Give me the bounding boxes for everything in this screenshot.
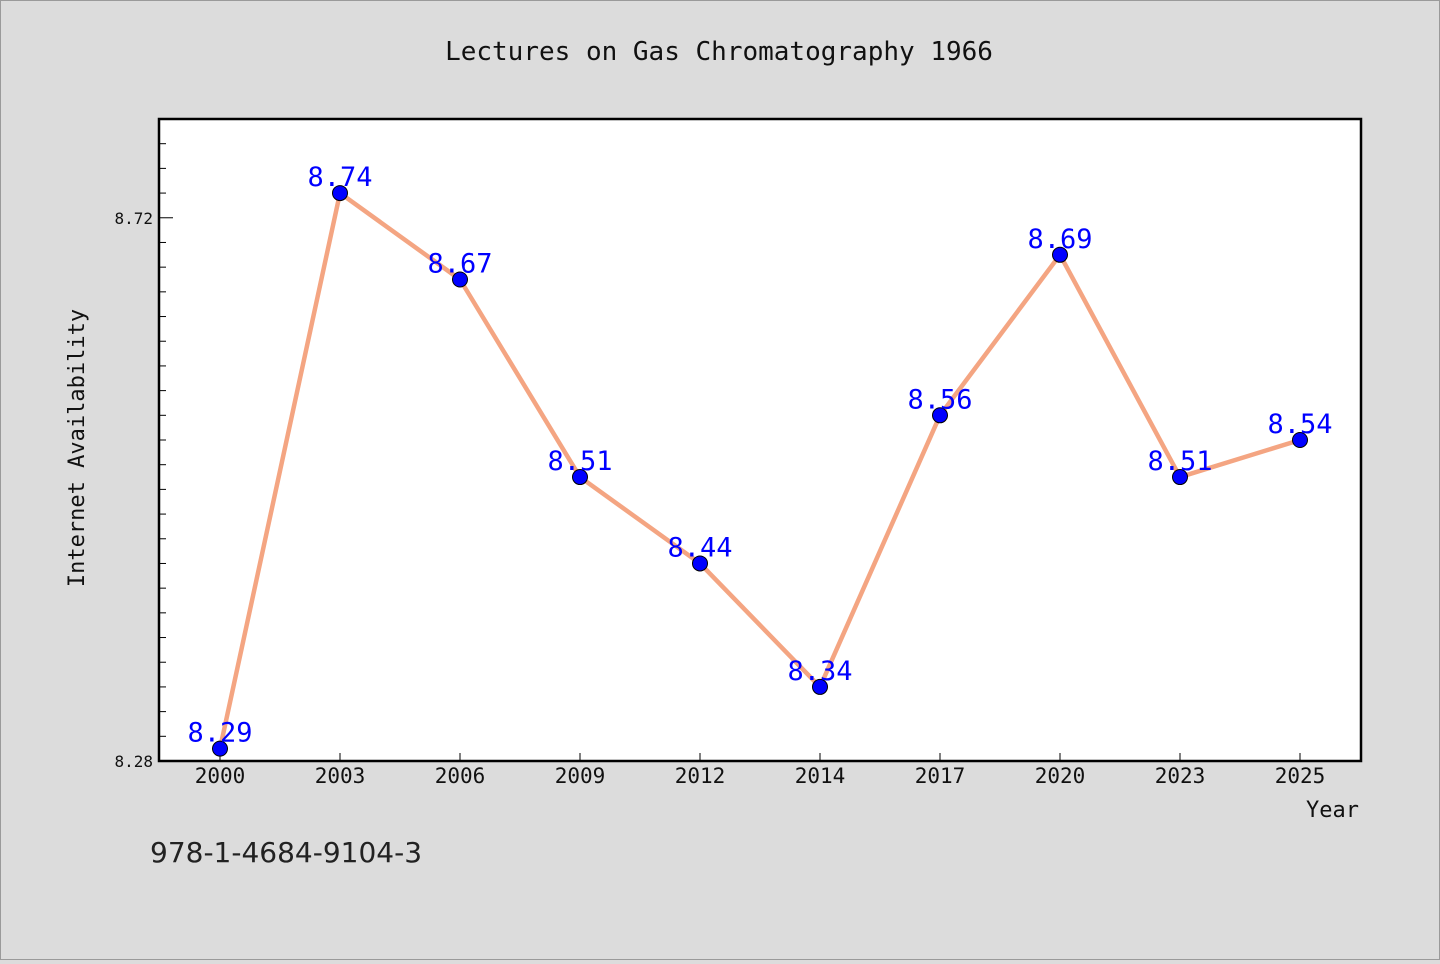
- x-tick-marks: [219, 753, 1301, 761]
- data-label: 8.29: [187, 718, 252, 749]
- x-tick-labels: 2000 2003 2006 2009 2012 2014 2017 2020 2023 2025: [195, 764, 1326, 788]
- data-point: [932, 407, 948, 424]
- data-label: 8.34: [787, 656, 852, 687]
- data-label: 8.67: [427, 249, 492, 280]
- y-tick-labels: 8.72 8.28: [114, 209, 153, 771]
- data-label: 8.69: [1027, 224, 1092, 255]
- x-axis-label: Year: [1306, 798, 1359, 823]
- data-point: [692, 555, 708, 572]
- data-label: 8.51: [547, 446, 612, 477]
- data-point: [212, 740, 228, 757]
- data-point: [452, 271, 468, 288]
- x-tick-label: 2023: [1155, 764, 1206, 788]
- x-tick-label: 2017: [915, 764, 966, 788]
- data-label: 8.51: [1147, 446, 1212, 477]
- x-tick-label: 2000: [195, 764, 246, 788]
- data-point: [572, 469, 588, 486]
- data-label: 8.54: [1267, 409, 1332, 440]
- y-axis-label: Internet Availability: [65, 309, 90, 587]
- series-line: [217, 190, 1303, 751]
- data-point: [1052, 246, 1068, 263]
- data-point: [812, 678, 828, 695]
- y-tick-label: 8.72: [114, 209, 153, 228]
- data-point: [1172, 469, 1188, 486]
- x-tick-label: 2020: [1035, 764, 1086, 788]
- x-tick-label: 2025: [1275, 764, 1326, 788]
- data-point: [332, 185, 348, 202]
- x-tick-label: 2012: [675, 764, 726, 788]
- plot-area: [157, 117, 1363, 763]
- series-markers: [212, 185, 1308, 757]
- y-minor-ticks: [159, 118, 173, 762]
- x-tick-label: 2003: [315, 764, 366, 788]
- chart-title: Lectures on Gas Chromatography 1966: [445, 37, 993, 67]
- x-tick-label: 2009: [555, 764, 606, 788]
- data-point: [1292, 432, 1308, 448]
- data-label: 8.74: [307, 162, 372, 193]
- series-polyline: [217, 190, 1303, 751]
- y-tick-label: 8.28: [114, 752, 153, 771]
- data-labels: 8.29 8.74 8.67 8.51 8.44 8.34 8.56 8.69 8.51 8.54: [187, 162, 1332, 749]
- data-label: 8.56: [907, 384, 972, 415]
- x-tick-label: 2014: [795, 764, 846, 788]
- isbn-footer: 978-1-4684-9104-3: [150, 836, 423, 869]
- data-label: 8.44: [667, 532, 732, 563]
- x-tick-label: 2006: [435, 764, 486, 788]
